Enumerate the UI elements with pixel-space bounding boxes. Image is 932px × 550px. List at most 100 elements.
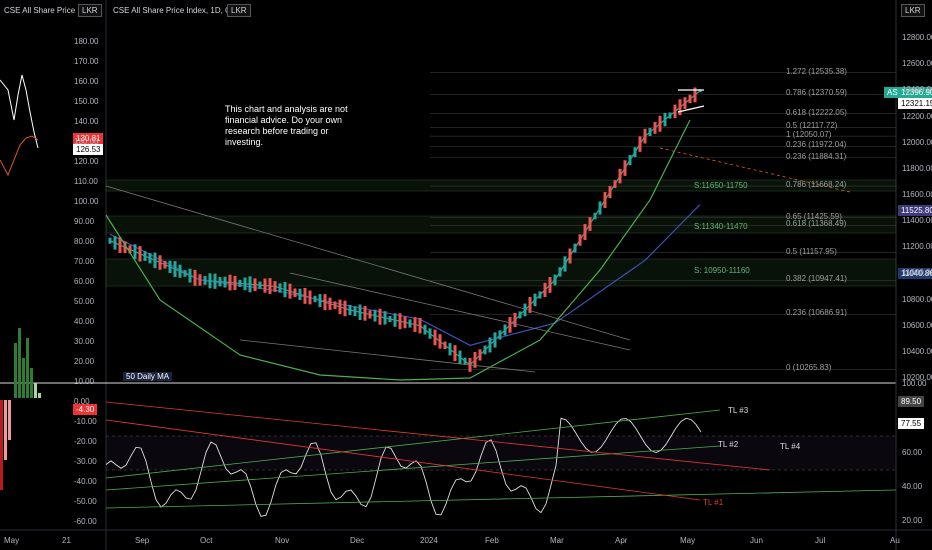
- candle: [203, 275, 207, 285]
- candle: [108, 237, 112, 244]
- candle: [318, 294, 322, 308]
- left-y-tick: 180.00: [74, 37, 99, 46]
- price-trendline: [289, 272, 631, 351]
- candle: [178, 264, 182, 278]
- left-y-tick: -50.00: [74, 497, 97, 506]
- support-label: S: 10950-11160: [694, 266, 750, 275]
- left-histogram-bar: [0, 400, 3, 490]
- price-tick: 12200.00: [902, 111, 932, 121]
- candle: [368, 310, 372, 319]
- price-trendline: [239, 339, 536, 373]
- candle: [583, 224, 587, 240]
- candle: [113, 236, 117, 250]
- left-value-neg: -4.30: [73, 404, 98, 415]
- time-tick: Dec: [350, 536, 365, 545]
- candle: [608, 185, 612, 199]
- candle: [198, 274, 202, 286]
- candle: [158, 255, 162, 270]
- candle: [148, 252, 152, 264]
- price-currency-badge[interactable]: LKR: [901, 4, 925, 17]
- candle: [248, 276, 252, 293]
- support-label: S:11340-11470: [694, 222, 748, 231]
- candle: [443, 341, 447, 350]
- left-y-tick: 110.00: [74, 177, 98, 186]
- candle: [128, 245, 132, 254]
- price-tick: 12400.00: [902, 85, 932, 95]
- trendline-label: TL #2: [718, 440, 739, 449]
- support-label: S:11650-11750: [694, 181, 748, 190]
- left-y-tick: 30.00: [74, 337, 95, 346]
- left-y-tick: 150.00: [74, 97, 99, 106]
- rsi-line: [105, 417, 702, 517]
- left-histogram-bar: [30, 368, 33, 398]
- candle: [418, 317, 422, 334]
- candle: [333, 301, 337, 310]
- candle: [213, 273, 217, 289]
- candle: [123, 241, 127, 254]
- price-tick: 11800.00: [902, 163, 932, 173]
- candle: [528, 296, 532, 313]
- left-histogram-bar: [38, 393, 41, 398]
- candle: [558, 267, 562, 277]
- candle: [458, 350, 462, 364]
- candle: [488, 337, 492, 353]
- candle: [253, 278, 257, 292]
- candle: [243, 277, 247, 291]
- candle: [508, 317, 512, 333]
- left-value-white: 126.53: [73, 144, 104, 155]
- left-y-tick: -60.00: [74, 517, 97, 526]
- candle: [473, 352, 477, 368]
- candle: [348, 304, 352, 316]
- candle: [678, 99, 682, 116]
- candle: [433, 329, 437, 346]
- rsi-current-tag: 77.55: [898, 418, 925, 429]
- left-oscillator-orange: [0, 135, 39, 177]
- fib-label: 0.618 (12222.05): [786, 107, 847, 117]
- fib-label: 0.382 (10947.41): [786, 274, 847, 284]
- left-y-tick: -10.00: [74, 417, 97, 426]
- main-currency-badge[interactable]: LKR: [227, 4, 251, 17]
- candle: [168, 260, 172, 273]
- price-tick: 10400.00: [902, 346, 932, 356]
- candle: [283, 281, 287, 298]
- candle: [673, 104, 677, 119]
- time-tick: Jul: [815, 536, 826, 545]
- candle: [288, 283, 292, 299]
- candle: [518, 311, 522, 319]
- candle: [133, 244, 137, 259]
- candle: [143, 251, 147, 261]
- left-y-tick: -30.00: [74, 457, 97, 466]
- candle: [323, 294, 327, 311]
- time-tick: Apr: [615, 536, 628, 545]
- candle: [653, 121, 657, 134]
- candle: [313, 295, 317, 303]
- candle: [173, 261, 177, 278]
- candle: [238, 279, 242, 287]
- candle: [448, 343, 452, 356]
- left-y-tick: 120.00: [74, 157, 99, 166]
- arc-curve: [105, 119, 691, 381]
- candle: [378, 308, 382, 325]
- candle: [548, 277, 552, 293]
- candle: [693, 87, 697, 103]
- fib-label: 0.236 (11884.31): [786, 151, 847, 161]
- left-histogram-bar: [14, 343, 17, 398]
- price-tick: 11200.00: [902, 242, 932, 252]
- left-currency-badge[interactable]: LKR: [78, 4, 102, 17]
- candle: [498, 330, 502, 340]
- candle: [688, 94, 692, 104]
- candle: [603, 192, 607, 209]
- candle: [573, 243, 577, 253]
- candle: [538, 291, 542, 299]
- left-y-tick: 80.00: [74, 237, 95, 246]
- left-x-tick: May: [4, 536, 20, 545]
- price-projection: [659, 147, 851, 193]
- rsi-tick: 60.00: [902, 448, 923, 457]
- candle: [453, 345, 457, 362]
- ma-label: 50 Daily MA: [123, 372, 173, 381]
- rsi-tl-red: [105, 401, 771, 471]
- candle: [118, 237, 122, 254]
- trendline-label: TL #1: [703, 498, 724, 507]
- left-histogram-bar: [4, 400, 7, 460]
